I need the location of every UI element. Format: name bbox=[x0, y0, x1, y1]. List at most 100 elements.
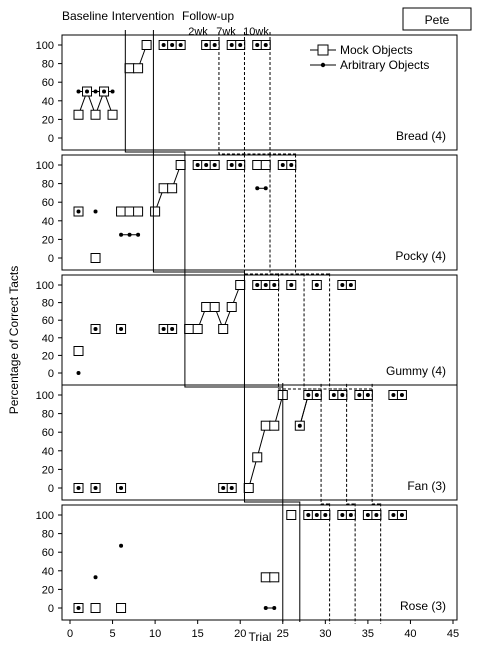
panel-1: 0 20 40 60 80 100 Bread (4) bbox=[36, 34, 458, 151]
y-tick-label: 100 bbox=[36, 280, 54, 292]
arbitrary-point bbox=[93, 575, 98, 580]
panel-label: Fan (3) bbox=[407, 479, 446, 493]
mock-point bbox=[116, 206, 127, 217]
arbitrary-point bbox=[357, 393, 362, 397]
panel-label: Gummy (4) bbox=[386, 364, 446, 378]
mock-point bbox=[226, 302, 237, 312]
y-tick-label: 60 bbox=[42, 547, 54, 559]
arbitrary-point bbox=[195, 163, 200, 167]
arbitrary-point bbox=[229, 486, 234, 490]
arbitrary-point bbox=[306, 513, 311, 517]
mock-point bbox=[141, 40, 152, 50]
mock-point bbox=[107, 109, 118, 120]
phase-label-baseline: Baseline bbox=[62, 9, 108, 23]
y-tick-label: 60 bbox=[42, 427, 54, 439]
arbitrary-point bbox=[93, 89, 98, 94]
participant-box bbox=[402, 7, 472, 31]
mock-point bbox=[260, 160, 271, 170]
phase-label-intervention: Intervention bbox=[112, 9, 175, 23]
followup-label-10wk: 10wk bbox=[243, 26, 269, 38]
x-tick-label: 35 bbox=[362, 628, 374, 640]
arbitrary-point bbox=[76, 209, 81, 214]
y-tick-label: 20 bbox=[42, 350, 54, 362]
panel-label: Pocky (4) bbox=[395, 249, 446, 263]
y-tick-label: 100 bbox=[36, 390, 54, 402]
arbitrary-point bbox=[331, 393, 336, 397]
x-tick-label: 30 bbox=[319, 628, 331, 640]
arbitrary-point bbox=[76, 486, 81, 490]
arbitrary-point bbox=[238, 163, 243, 167]
arbitrary-point bbox=[178, 43, 183, 47]
y-tick-label: 0 bbox=[48, 483, 54, 495]
arbitrary-point bbox=[348, 283, 353, 287]
x-axis: 0 5 10 15 20 25 30 35 40 45 bbox=[67, 620, 459, 640]
phase-line-intervention-followup bbox=[152, 30, 301, 622]
y-tick-label: 40 bbox=[42, 96, 54, 108]
arbitrary-point bbox=[110, 89, 115, 94]
phase-label-followup: Follow-up bbox=[182, 9, 234, 23]
legend-mock-label: Mock Objects bbox=[340, 43, 413, 57]
arbitrary-point bbox=[221, 486, 226, 490]
arbitrary-point bbox=[314, 283, 319, 287]
mock-point bbox=[209, 302, 220, 312]
arbitrary-point bbox=[263, 43, 268, 47]
mock-point bbox=[243, 483, 254, 493]
mock-point bbox=[286, 510, 297, 520]
legend-arbitrary-label: Arbitrary Objects bbox=[340, 58, 429, 72]
mock-point bbox=[252, 160, 263, 170]
arbitrary-point bbox=[93, 209, 98, 214]
arbitrary-point bbox=[314, 513, 319, 517]
arbitrary-point bbox=[263, 283, 268, 287]
mock-point bbox=[90, 603, 101, 613]
legend-mock-square-icon bbox=[317, 44, 329, 56]
mock-point bbox=[269, 420, 280, 431]
y-tick-label: 80 bbox=[42, 409, 54, 421]
arbitrary-point bbox=[119, 486, 124, 490]
arbitrary-point bbox=[212, 43, 217, 47]
x-tick-label: 10 bbox=[149, 628, 161, 640]
y-tick-label: 60 bbox=[42, 197, 54, 209]
arbitrary-point bbox=[280, 163, 285, 167]
mock-point bbox=[124, 63, 135, 74]
panel-frame bbox=[61, 384, 458, 501]
arbitrary-point bbox=[263, 186, 268, 191]
y-tick-label: 0 bbox=[48, 603, 54, 615]
x-axis-title: Trial bbox=[249, 630, 272, 644]
arbitrary-point bbox=[306, 393, 311, 397]
mock-point bbox=[73, 346, 84, 356]
y-tick-label: 80 bbox=[42, 529, 54, 541]
y-tick-label: 0 bbox=[48, 368, 54, 380]
arbitrary-point bbox=[348, 513, 353, 517]
arbitrary-point bbox=[161, 43, 166, 47]
arbitrary-point bbox=[323, 513, 328, 517]
participant-name: Pete bbox=[425, 13, 450, 27]
arbitrary-point bbox=[238, 43, 243, 47]
x-tick-label: 5 bbox=[109, 628, 115, 640]
followup-boundary-3 bbox=[269, 32, 382, 624]
mock-point bbox=[218, 324, 229, 334]
arbitrary-point bbox=[391, 393, 396, 397]
phase-change-lines bbox=[124, 30, 382, 624]
mock-point bbox=[175, 160, 186, 170]
x-tick-label: 20 bbox=[234, 628, 246, 640]
mock-point bbox=[90, 109, 101, 120]
arbitrary-point bbox=[340, 283, 345, 287]
arbitrary-point bbox=[229, 163, 234, 167]
mock-point bbox=[158, 183, 169, 194]
panel-label: Rose (3) bbox=[400, 599, 446, 613]
mock-point bbox=[235, 280, 246, 290]
mock-point bbox=[73, 109, 84, 120]
x-tick-label: 0 bbox=[67, 628, 73, 640]
arbitrary-point bbox=[76, 371, 81, 375]
arbitrary-point bbox=[85, 89, 90, 94]
panels-group: 0 20 40 60 80 100 Bread (4) 0 20 40 60 80 100 Pocky (… bbox=[36, 34, 458, 621]
arbitrary-point bbox=[119, 327, 124, 331]
mock-point bbox=[192, 324, 203, 334]
y-tick-label: 20 bbox=[42, 584, 54, 596]
y-tick-label: 40 bbox=[42, 566, 54, 578]
arbitrary-point bbox=[272, 283, 277, 287]
arbitrary-point bbox=[102, 89, 107, 94]
arbitrary-point bbox=[272, 606, 277, 610]
